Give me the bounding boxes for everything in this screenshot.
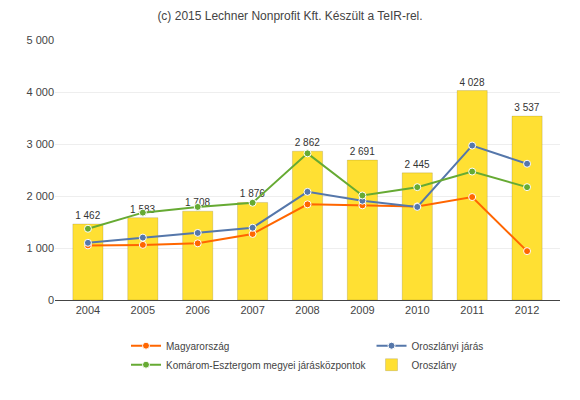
- svg-text:4 000: 4 000: [26, 86, 54, 98]
- svg-text:1 708: 1 708: [185, 197, 210, 208]
- svg-text:1 876: 1 876: [240, 188, 265, 199]
- svg-text:2008: 2008: [295, 304, 319, 316]
- svg-text:1 583: 1 583: [130, 204, 155, 215]
- svg-text:2 862: 2 862: [295, 137, 320, 148]
- svg-text:5 000: 5 000: [26, 34, 54, 46]
- svg-text:Komárom-Esztergom megyei járás: Komárom-Esztergom megyei járásközpontok: [166, 360, 367, 371]
- svg-text:3 000: 3 000: [26, 138, 54, 150]
- svg-text:Magyarország: Magyarország: [166, 341, 229, 352]
- svg-text:Oroszlányi járás: Oroszlányi járás: [412, 341, 484, 352]
- svg-text:4 028: 4 028: [459, 77, 484, 88]
- svg-text:(c) 2015 Lechner Nonprofit Kft: (c) 2015 Lechner Nonprofit Kft. Készült …: [157, 9, 422, 23]
- svg-text:2004: 2004: [76, 304, 100, 316]
- svg-text:0: 0: [48, 294, 54, 306]
- svg-text:2011: 2011: [460, 304, 484, 316]
- svg-text:2005: 2005: [131, 304, 155, 316]
- svg-text:2012: 2012: [515, 304, 539, 316]
- svg-text:2007: 2007: [240, 304, 264, 316]
- svg-text:1 462: 1 462: [75, 210, 100, 221]
- svg-text:1 000: 1 000: [26, 242, 54, 254]
- svg-text:Oroszlány: Oroszlány: [412, 360, 457, 371]
- svg-text:2006: 2006: [185, 304, 209, 316]
- svg-text:2 691: 2 691: [350, 146, 375, 157]
- svg-text:2010: 2010: [405, 304, 429, 316]
- svg-text:2 000: 2 000: [26, 190, 54, 202]
- svg-text:3 537: 3 537: [514, 102, 539, 113]
- svg-text:2 445: 2 445: [405, 159, 430, 170]
- svg-text:2009: 2009: [350, 304, 374, 316]
